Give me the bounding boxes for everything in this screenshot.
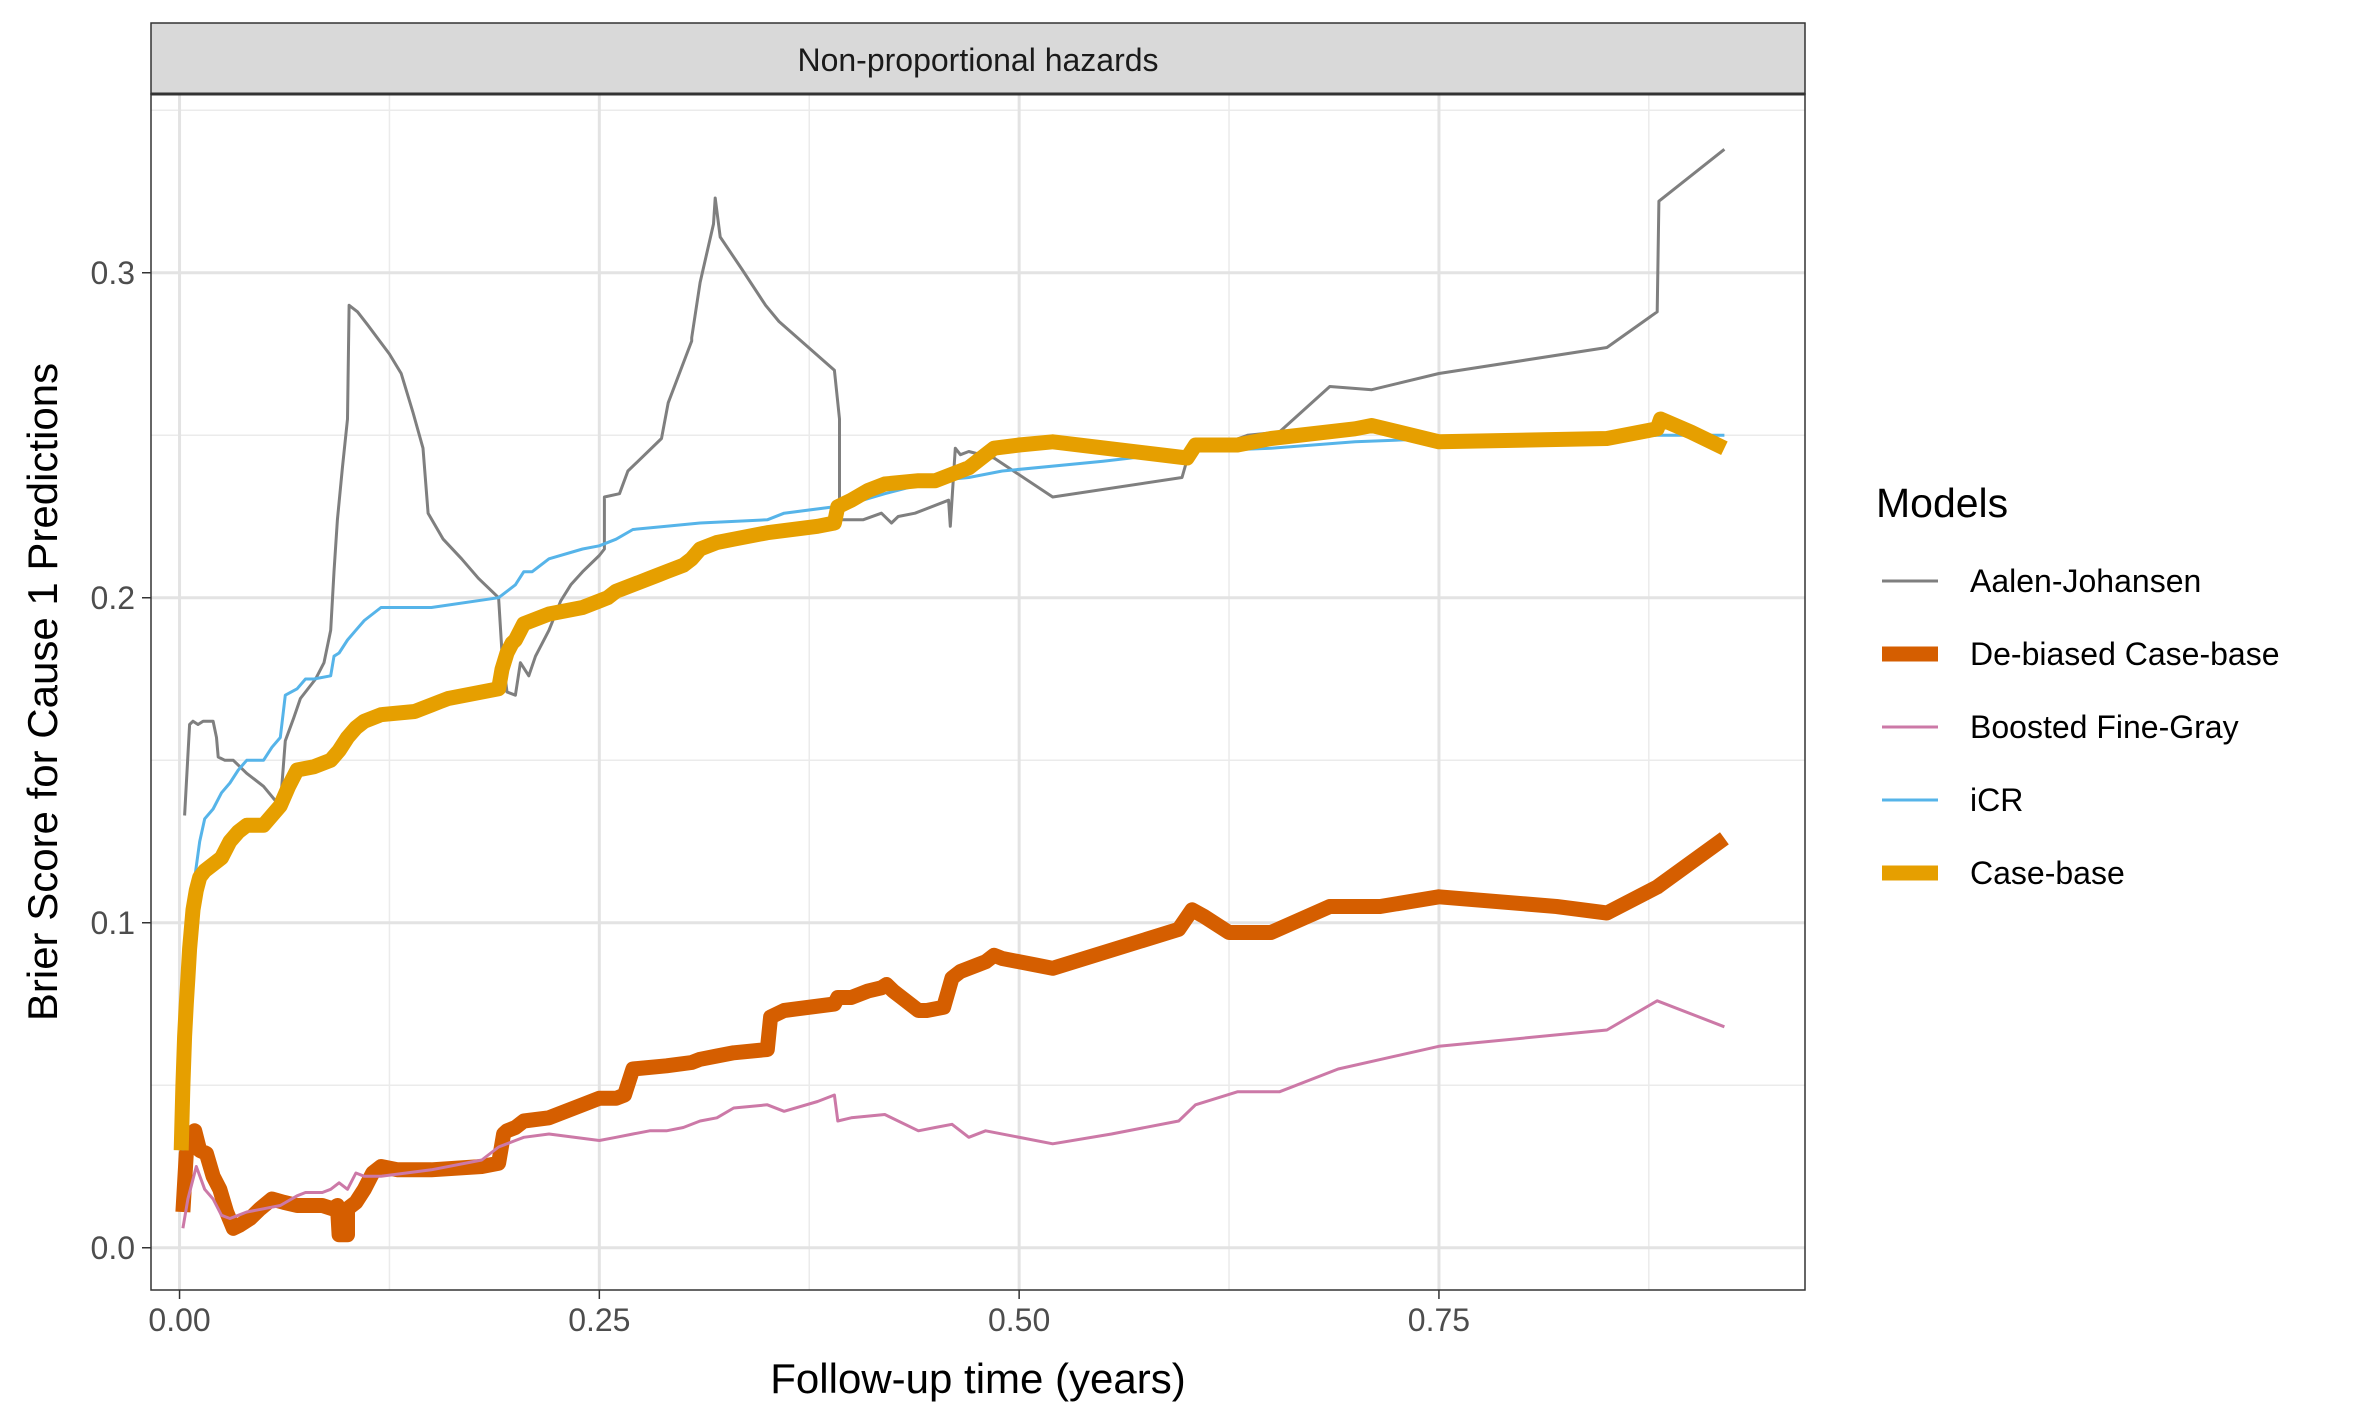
- y-tick-label: 0.2: [91, 580, 135, 616]
- x-tick-label: 0.25: [568, 1302, 630, 1338]
- legend-title: Models: [1876, 480, 2008, 526]
- series-line-boosted-fine-gray: [181, 999, 1725, 1229]
- legend-label-aalen-johansen: Aalen-Johansen: [1970, 563, 2201, 599]
- y-tick-label: 0.0: [91, 1230, 135, 1266]
- y-axis: 0.0 0.1 0.2 0.3: [91, 255, 151, 1266]
- legend-label-boosted-fine-gray: Boosted Fine-Gray: [1970, 709, 2239, 745]
- x-tick-label: 0.00: [148, 1302, 210, 1338]
- facet-title: Non-proportional hazards: [797, 42, 1158, 78]
- facet-strip: Non-proportional hazards: [150, 22, 1806, 95]
- panel-background: [151, 94, 1805, 1290]
- y-tick-label: 0.3: [91, 255, 135, 291]
- x-tick-label: 0.75: [1408, 1302, 1470, 1338]
- x-axis: 0.00 0.25 0.50 0.75: [148, 1290, 1470, 1338]
- series-line-aalen-johansen: [183, 148, 1726, 816]
- x-axis-title: Follow-up time (years): [770, 1355, 1185, 1402]
- legend-label-case-base: Case-base: [1970, 855, 2125, 891]
- x-tick-label: 0.50: [988, 1302, 1050, 1338]
- legend: Models Aalen-Johansen De-biased Case-base…: [1876, 480, 2280, 891]
- series-layer: [173, 148, 1729, 1243]
- legend-label-icr: iCR: [1970, 782, 2023, 818]
- minor-gridlines: [151, 94, 1805, 1290]
- series-line-case-base: [173, 411, 1728, 1151]
- y-tick-label: 0.1: [91, 905, 135, 941]
- legend-label-de-biased-case-base: De-biased Case-base: [1970, 636, 2280, 672]
- plot-panel: [150, 92, 1806, 1291]
- major-gridlines: [151, 94, 1805, 1290]
- y-axis-title: Brier Score for Cause 1 Predictions: [19, 363, 66, 1021]
- series-line-icr: [181, 433, 1725, 1151]
- series-line-de-biased-case-base: [175, 832, 1729, 1243]
